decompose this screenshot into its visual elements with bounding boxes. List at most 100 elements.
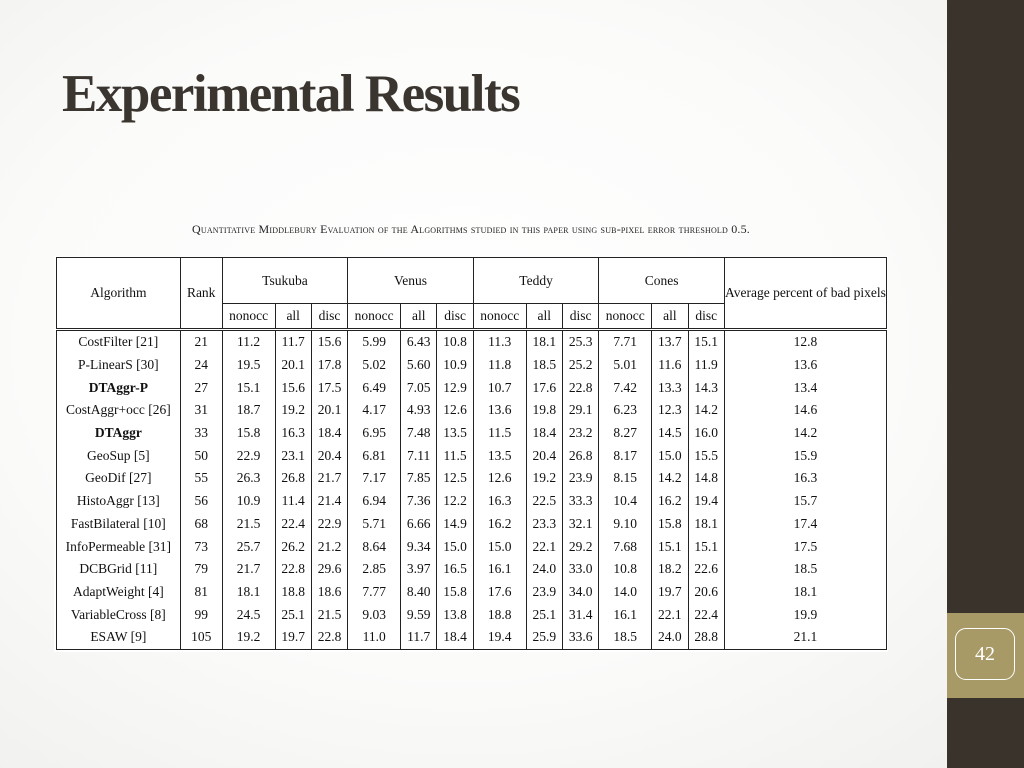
table-row: ESAW [9] 105 19.2 19.7 22.8 11.0 11.7 18.4 19.4 2… xyxy=(56,625,888,650)
rank-cell: 81 xyxy=(180,580,223,604)
venus-disc-cell: 13.5 xyxy=(436,421,474,445)
venus-nonocc-cell: 6.94 xyxy=(347,489,402,513)
subheader-disc: disc xyxy=(562,303,600,330)
algorithm-name-cell: GeoDif [27] xyxy=(56,467,181,490)
venus-nonocc-cell: 11.0 xyxy=(347,625,402,650)
table-row: DTAggr-P 27 15.1 15.6 17.5 6.49 7.05 12.9 10.7 17… xyxy=(56,376,888,400)
tsukuba-nonocc-cell: 24.5 xyxy=(222,603,276,626)
table-row: GeoSup [5] 50 22.9 23.1 20.4 6.81 7.11 11.5 13.5… xyxy=(56,444,888,468)
tsukuba-disc-cell: 21.7 xyxy=(311,467,349,490)
page-number-frame xyxy=(955,628,1015,680)
teddy-disc-cell: 34.0 xyxy=(562,580,600,604)
rank-cell: 105 xyxy=(180,625,223,650)
teddy-disc-cell: 31.4 xyxy=(562,603,600,626)
teddy-all-cell: 19.8 xyxy=(526,399,563,422)
cones-all-cell: 13.3 xyxy=(651,376,689,400)
cones-nonocc-cell: 8.17 xyxy=(598,444,653,468)
venus-disc-cell: 15.0 xyxy=(436,535,474,558)
venus-disc-cell: 10.9 xyxy=(436,353,474,377)
tsukuba-nonocc-cell: 21.5 xyxy=(222,512,276,536)
venus-all-cell: 6.43 xyxy=(400,329,438,354)
average-cell: 18.1 xyxy=(724,580,888,604)
cones-all-cell: 15.1 xyxy=(651,535,689,558)
venus-all-cell: 3.97 xyxy=(400,557,438,581)
table-subheader-row: nonocc all disc nonocc all disc nonocc a… xyxy=(56,303,887,330)
rank-cell: 56 xyxy=(180,489,223,513)
teddy-all-cell: 22.1 xyxy=(526,535,563,558)
header-average: Average percent of bad pixels xyxy=(724,257,888,330)
average-cell: 16.3 xyxy=(724,467,888,490)
venus-disc-cell: 12.6 xyxy=(436,399,474,422)
table-body: CostFilter [21] 21 11.2 11.7 15.6 5.99 6.43 10.… xyxy=(56,329,888,650)
cones-nonocc-cell: 10.4 xyxy=(598,489,653,513)
rank-cell: 79 xyxy=(180,557,223,581)
cones-nonocc-cell: 6.23 xyxy=(598,399,653,422)
venus-disc-cell: 13.8 xyxy=(436,603,474,626)
tsukuba-nonocc-cell: 11.2 xyxy=(222,329,276,354)
algorithm-name-cell: FastBilateral [10] xyxy=(56,512,181,536)
venus-disc-cell: 12.2 xyxy=(436,489,474,513)
teddy-nonocc-cell: 10.7 xyxy=(473,376,527,400)
tsukuba-nonocc-cell: 18.7 xyxy=(222,399,276,422)
teddy-all-cell: 24.0 xyxy=(526,557,563,581)
tsukuba-nonocc-cell: 22.9 xyxy=(222,444,276,468)
venus-nonocc-cell: 9.03 xyxy=(347,603,402,626)
average-cell: 21.1 xyxy=(724,625,888,650)
venus-nonocc-cell: 7.77 xyxy=(347,580,402,604)
tsukuba-nonocc-cell: 18.1 xyxy=(222,580,276,604)
venus-all-cell: 8.40 xyxy=(400,580,438,604)
subheader-disc: disc xyxy=(311,303,349,330)
algorithm-name-cell: VariableCross [8] xyxy=(56,603,181,626)
teddy-disc-cell: 33.0 xyxy=(562,557,600,581)
tsukuba-disc-cell: 21.4 xyxy=(311,489,349,513)
table-row: InfoPermeable [31] 73 25.7 26.2 21.2 8.64 9.34… xyxy=(56,535,888,558)
tsukuba-all-cell: 15.6 xyxy=(275,376,312,400)
subheader-nonocc: nonocc xyxy=(222,303,276,330)
cones-nonocc-cell: 7.42 xyxy=(598,376,653,400)
cones-disc-cell: 15.1 xyxy=(688,535,725,558)
teddy-nonocc-cell: 16.2 xyxy=(473,512,527,536)
algorithm-name-cell: InfoPermeable [31] xyxy=(56,535,181,558)
tsukuba-all-cell: 19.2 xyxy=(275,399,312,422)
cones-all-cell: 15.0 xyxy=(651,444,689,468)
tsukuba-disc-cell: 21.2 xyxy=(311,535,349,558)
table-row: AdaptWeight [4] 81 18.1 18.8 18.6 7.77 8.40 15.… xyxy=(56,580,888,604)
venus-disc-cell: 16.5 xyxy=(436,557,474,581)
venus-nonocc-cell: 6.49 xyxy=(347,376,402,400)
teddy-nonocc-cell: 18.8 xyxy=(473,603,527,626)
algorithm-name-cell: HistoAggr [13] xyxy=(56,489,181,513)
average-cell: 13.4 xyxy=(724,376,888,400)
venus-nonocc-cell: 4.17 xyxy=(347,399,402,422)
teddy-all-cell: 18.4 xyxy=(526,421,563,445)
header-algorithm: Algorithm xyxy=(56,257,181,330)
cones-all-cell: 15.8 xyxy=(651,512,689,536)
venus-nonocc-cell: 8.64 xyxy=(347,535,402,558)
table-row: P-LinearS [30] 24 19.5 20.1 17.8 5.02 5.60 10.9… xyxy=(56,353,888,377)
cones-all-cell: 12.3 xyxy=(651,399,689,422)
teddy-all-cell: 22.5 xyxy=(526,489,563,513)
tsukuba-nonocc-cell: 21.7 xyxy=(222,557,276,581)
cones-disc-cell: 15.5 xyxy=(688,444,725,468)
tsukuba-disc-cell: 29.6 xyxy=(311,557,349,581)
teddy-disc-cell: 26.8 xyxy=(562,444,600,468)
venus-all-cell: 7.05 xyxy=(400,376,438,400)
venus-nonocc-cell: 6.95 xyxy=(347,421,402,445)
tsukuba-nonocc-cell: 10.9 xyxy=(222,489,276,513)
cones-nonocc-cell: 16.1 xyxy=(598,603,653,626)
slide-title: Experimental Results xyxy=(62,65,521,123)
venus-nonocc-cell: 6.81 xyxy=(347,444,402,468)
teddy-all-cell: 18.5 xyxy=(526,353,563,377)
venus-disc-cell: 14.9 xyxy=(436,512,474,536)
average-cell: 12.8 xyxy=(724,329,888,354)
teddy-nonocc-cell: 16.3 xyxy=(473,489,527,513)
cones-nonocc-cell: 7.71 xyxy=(598,329,653,354)
tsukuba-all-cell: 26.8 xyxy=(275,467,312,490)
cones-disc-cell: 14.2 xyxy=(688,399,725,422)
teddy-disc-cell: 29.1 xyxy=(562,399,600,422)
venus-nonocc-cell: 2.85 xyxy=(347,557,402,581)
cones-disc-cell: 22.6 xyxy=(688,557,725,581)
cones-nonocc-cell: 8.15 xyxy=(598,467,653,490)
venus-all-cell: 7.11 xyxy=(400,444,438,468)
algorithm-name-cell: ESAW [9] xyxy=(56,625,181,650)
table-row: CostAggr+occ [26] 31 18.7 19.2 20.1 4.17 4.93 1… xyxy=(56,399,888,422)
